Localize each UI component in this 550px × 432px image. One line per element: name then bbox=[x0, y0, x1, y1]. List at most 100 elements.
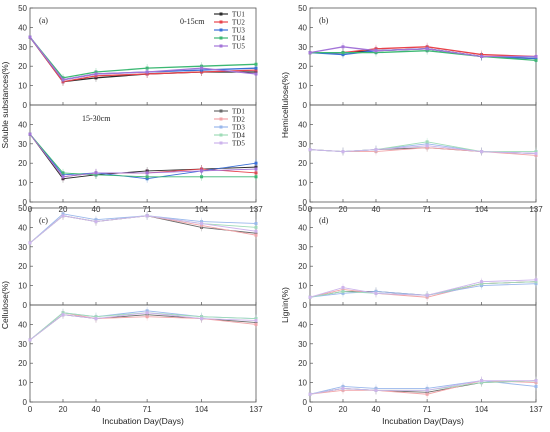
data-point-tu2 bbox=[425, 295, 429, 299]
data-point-tu3 bbox=[374, 289, 378, 293]
x-tick-label: 20 bbox=[339, 205, 348, 214]
x-tick-label: 0 bbox=[308, 405, 313, 414]
legend-marker bbox=[219, 125, 223, 129]
data-point-td3 bbox=[534, 384, 538, 388]
data-point-tu5 bbox=[341, 45, 345, 49]
subplot-upper: 0 10 20 30 40 50 bbox=[298, 204, 538, 310]
y-tick-label: 30 bbox=[298, 140, 307, 149]
data-point-tu3 bbox=[534, 282, 538, 286]
data-point-td5 bbox=[534, 152, 538, 155]
panel-label: (c) bbox=[39, 216, 48, 225]
data-point-tu4 bbox=[425, 49, 429, 53]
data-point-tu5 bbox=[480, 55, 484, 58]
data-point-tu5 bbox=[254, 229, 258, 233]
data-point-tu5 bbox=[534, 55, 538, 58]
x-tick-label: 137 bbox=[529, 405, 543, 414]
data-point-tu2 bbox=[341, 287, 345, 291]
y-tick-label: 0 bbox=[303, 198, 308, 207]
data-point-td5 bbox=[61, 175, 65, 179]
x-tick-label: 40 bbox=[372, 205, 381, 214]
legend-label: TU2 bbox=[232, 19, 245, 27]
data-point-tu4 bbox=[61, 76, 65, 80]
data-point-td3 bbox=[145, 309, 149, 313]
data-point-td3 bbox=[425, 386, 429, 390]
data-point-td4 bbox=[534, 150, 538, 154]
y-tick-label: 10 bbox=[298, 179, 307, 188]
data-point-td5 bbox=[254, 319, 258, 323]
series-line-td5 bbox=[309, 380, 536, 395]
data-point-tu3 bbox=[480, 284, 484, 288]
y-tick-label: 10 bbox=[298, 82, 307, 91]
series-line-tu5 bbox=[29, 36, 257, 81]
panel-label: (d) bbox=[319, 216, 329, 225]
data-point-td2 bbox=[341, 388, 345, 392]
plot-frame bbox=[309, 104, 537, 203]
data-point-td1 bbox=[61, 177, 65, 181]
data-point-tu5 bbox=[425, 47, 429, 51]
data-point-td5 bbox=[200, 169, 204, 173]
x-tick-label: 20 bbox=[339, 405, 348, 414]
data-point-tu5 bbox=[480, 280, 484, 284]
data-point-tu5 bbox=[374, 291, 378, 295]
y-tick-label: 10 bbox=[298, 282, 307, 291]
legend-marker bbox=[219, 117, 223, 121]
data-point-tu2 bbox=[61, 80, 65, 84]
data-point-tu1 bbox=[200, 225, 204, 229]
subplot-upper: 0 10 20 30 40 50 bbox=[18, 204, 258, 310]
data-point-tu2 bbox=[94, 74, 98, 78]
y-tick-label: 20 bbox=[298, 262, 307, 271]
data-point-td5 bbox=[145, 311, 149, 315]
legend-label: TD2 bbox=[232, 116, 245, 124]
data-point-tu4 bbox=[534, 58, 538, 62]
data-point-td4 bbox=[254, 175, 258, 179]
data-point-tu3 bbox=[94, 218, 98, 222]
y-tick-label: 20 bbox=[298, 359, 307, 368]
series-line-tu5 bbox=[309, 279, 537, 298]
y-tick-label: 30 bbox=[18, 43, 27, 52]
x-tick-label: 40 bbox=[92, 405, 101, 414]
data-point-td2 bbox=[534, 381, 538, 385]
y-tick-label: 0 bbox=[303, 101, 308, 110]
legend-label: TD1 bbox=[232, 108, 245, 116]
data-point-td3 bbox=[425, 142, 429, 146]
data-point-tu4 bbox=[341, 51, 345, 55]
data-point-tu2 bbox=[254, 233, 258, 237]
data-point-td5 bbox=[374, 388, 378, 392]
x-tick-label: 40 bbox=[92, 205, 101, 214]
y-tick-label: 30 bbox=[18, 243, 27, 252]
data-point-td5 bbox=[480, 379, 484, 383]
x-tick-label: 104 bbox=[195, 205, 209, 214]
y-tick-label: 0 bbox=[23, 398, 28, 407]
series-line-td5 bbox=[309, 145, 537, 154]
x-tick-label: 71 bbox=[423, 405, 432, 414]
data-point-tu5 bbox=[61, 214, 65, 218]
y-tick-label: 10 bbox=[18, 179, 27, 188]
y-tick-label: 40 bbox=[18, 223, 27, 232]
data-point-td3 bbox=[254, 161, 258, 165]
data-point-td3 bbox=[341, 384, 345, 388]
data-point-tu5 bbox=[61, 78, 65, 82]
data-point-td1 bbox=[254, 165, 258, 169]
data-point-td4 bbox=[425, 140, 429, 144]
data-point-tu2 bbox=[254, 68, 258, 72]
x-tick-label: 104 bbox=[475, 405, 489, 414]
data-point-tu3 bbox=[200, 68, 204, 72]
subplot-lower: 0 10 20 30 40 0 20 40 71 104 137 bbox=[18, 304, 263, 414]
data-point-td5 bbox=[145, 171, 149, 175]
data-point-tu5 bbox=[94, 220, 98, 224]
series-line-tu5 bbox=[309, 46, 536, 58]
legend-label: TU5 bbox=[232, 43, 245, 51]
data-point-td4 bbox=[200, 175, 204, 179]
y-tick-label: 20 bbox=[298, 159, 307, 168]
data-point-td5 bbox=[61, 313, 65, 317]
data-point-td2 bbox=[425, 146, 429, 150]
data-point-td1 bbox=[145, 169, 149, 173]
legend-label: TU3 bbox=[232, 27, 245, 35]
data-point-tu5 bbox=[308, 295, 312, 299]
x-axis-label: Incubation Day(Days) bbox=[102, 416, 184, 426]
data-point-tu1 bbox=[254, 70, 258, 74]
x-tick-label: 71 bbox=[143, 205, 152, 214]
